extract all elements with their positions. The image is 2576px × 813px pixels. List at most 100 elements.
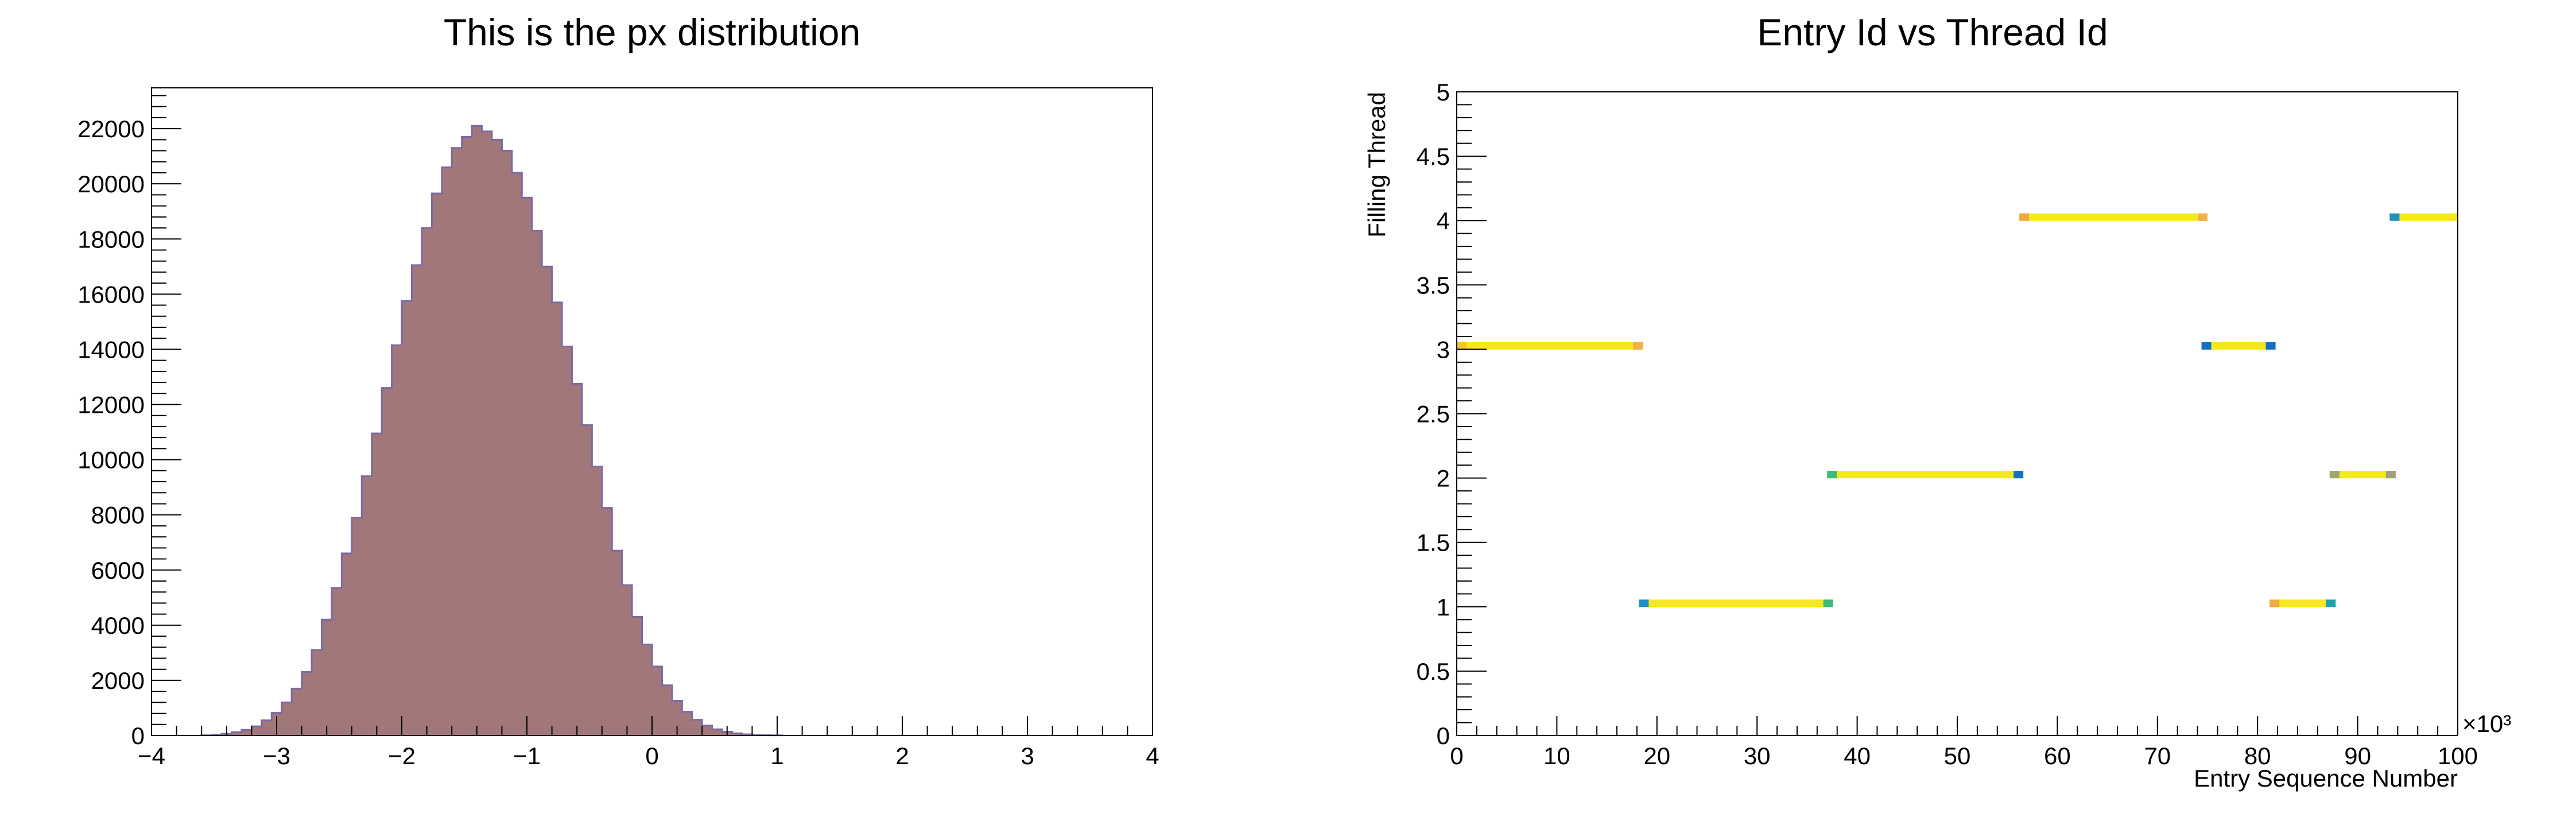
histogram-bar — [331, 587, 342, 735]
y-tick-label: 0 — [1437, 722, 1450, 749]
x-tick-label: 40 — [1844, 742, 1871, 769]
thread-segment — [2269, 599, 2336, 607]
x-tick-label: 4 — [1146, 742, 1159, 769]
thread-segment — [2389, 213, 2458, 221]
segment-end-marker — [2326, 599, 2336, 607]
x-tick-label: −2 — [388, 742, 416, 769]
x-tick-label: 70 — [2144, 742, 2171, 769]
x-tick-label: 100 — [2438, 742, 2478, 769]
y-tick-label: 4000 — [91, 612, 145, 639]
segment-start-marker — [1639, 599, 1649, 607]
segment-end-marker — [1633, 342, 1643, 350]
histogram-bar — [502, 150, 513, 736]
thread-segment — [2019, 213, 2208, 221]
histogram-bar — [622, 585, 633, 735]
x-tick-label: 20 — [1643, 742, 1670, 769]
histogram-bar — [241, 730, 252, 735]
y-tick-label: 2000 — [91, 667, 145, 694]
x-tick-label: 10 — [1543, 742, 1570, 769]
histogram-bar — [652, 666, 663, 735]
histogram-bar — [542, 266, 553, 735]
histogram-bar — [432, 193, 443, 735]
x-tick-label: −3 — [263, 742, 290, 769]
histogram-bar — [702, 725, 713, 735]
histogram-bar — [562, 346, 573, 735]
x-tick-label: 0 — [1450, 742, 1463, 769]
histogram-bar — [732, 733, 743, 735]
y-tick-label: 20000 — [77, 171, 145, 198]
histogram-bar — [421, 228, 432, 735]
entry-thread-title: Entry Id vs Thread Id — [1757, 11, 2108, 53]
x-axis-multiplier: ×10³ — [2462, 710, 2511, 737]
histogram-bar — [552, 302, 562, 735]
x-tick-label: 90 — [2344, 742, 2371, 769]
histogram-bar — [231, 732, 242, 735]
histogram-bar — [491, 140, 502, 735]
thread-segment — [1457, 342, 1643, 350]
entry-thread-y-axis: 0 0.5 1 1.5 2 2.5 3 3.5 4 4.5 5 — [1417, 79, 1487, 749]
histogram-bar — [692, 719, 703, 735]
x-tick-label: 60 — [2044, 742, 2071, 769]
segment-start-marker — [2201, 342, 2212, 350]
y-tick-label: 0.5 — [1417, 658, 1450, 685]
y-tick-label: 2.5 — [1417, 401, 1450, 428]
y-tick-label: 22000 — [77, 115, 145, 142]
px-histogram-chart: This is the px distribution −4 −3 −2 −1 0 1 2 3… — [77, 11, 1159, 769]
histogram-bar — [592, 466, 603, 735]
histogram-bar — [632, 617, 643, 735]
thread-segment — [2201, 342, 2276, 350]
histogram-bar — [402, 301, 413, 735]
histogram-bar — [612, 551, 623, 735]
segment-start-marker — [2269, 599, 2280, 607]
histogram-bar — [382, 388, 393, 735]
segment-start-marker — [1827, 471, 1837, 479]
histogram-bar — [342, 553, 352, 735]
segment-start-marker — [2329, 471, 2340, 479]
histogram-outline — [200, 125, 783, 737]
histogram-bar — [391, 345, 402, 735]
x-tick-label: 30 — [1744, 742, 1771, 769]
x-tick-label: −4 — [138, 742, 165, 769]
y-tick-label: 4.5 — [1417, 143, 1450, 170]
histogram-bar — [321, 620, 332, 735]
x-tick-label: 80 — [2244, 742, 2271, 769]
histogram-bar — [522, 198, 533, 735]
y-tick-label: 1 — [1437, 594, 1450, 621]
histogram-bar — [712, 729, 723, 735]
histogram-bar — [301, 672, 312, 735]
segment-end-marker — [2198, 213, 2208, 221]
segment-start-marker — [2019, 213, 2030, 221]
x-tick-label: 0 — [645, 742, 658, 769]
px-histogram-title: This is the px distribution — [444, 11, 860, 53]
x-tick-label: 1 — [770, 742, 783, 769]
y-tick-label: 2 — [1437, 465, 1450, 492]
y-tick-label: 14000 — [77, 336, 145, 363]
histogram-bar — [572, 384, 583, 735]
histogram-bar — [251, 726, 262, 735]
histogram-bar — [362, 476, 373, 735]
histogram-bars — [201, 126, 783, 736]
y-tick-label: 16000 — [77, 281, 145, 308]
thread-segment — [1639, 599, 1833, 607]
histogram-bar — [642, 644, 653, 735]
y-tick-label: 3.5 — [1417, 272, 1450, 299]
histogram-bar — [441, 167, 452, 735]
histogram-bar — [461, 137, 472, 735]
y-tick-label: 8000 — [91, 502, 145, 529]
histogram-bar — [292, 688, 302, 735]
y-tick-label: 18000 — [77, 226, 145, 253]
histogram-bar — [412, 265, 422, 735]
thread-segments — [1457, 213, 2458, 607]
histogram-bar — [511, 172, 522, 735]
histogram-bar — [482, 131, 492, 736]
histogram-bar — [371, 433, 382, 735]
entry-thread-x-axis: 0 10 20 30 40 50 60 70 80 90 100 — [1450, 716, 2478, 769]
segment-end-marker — [2448, 213, 2458, 221]
histogram-bar — [472, 126, 483, 736]
segment-end-marker — [1823, 599, 1833, 607]
y-tick-label: 0 — [131, 722, 145, 749]
entry-thread-chart: Entry Id vs Thread Id 0 10 20 30 40 50 60 70 80 9… — [1363, 11, 2511, 792]
segment-start-marker — [2389, 213, 2400, 221]
histogram-bar — [682, 711, 693, 735]
